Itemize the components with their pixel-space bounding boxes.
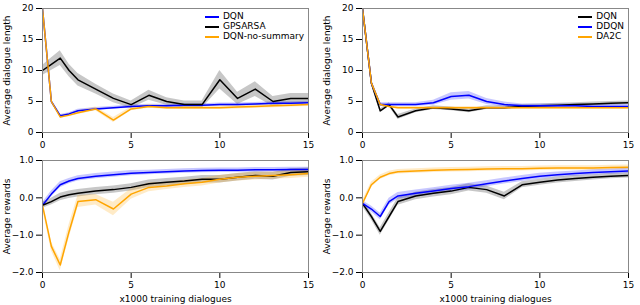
html-text:DQN: DQN (222, 11, 244, 21)
html-text:DDQN: DDQN (596, 21, 624, 31)
svg-text:10: 10 (342, 65, 354, 75)
svg-text:0: 0 (348, 127, 354, 137)
html-text:DQN: DQN (596, 11, 618, 21)
svg-text:Average rewards: Average rewards (2, 178, 12, 254)
html-text:DQN-no-summary: DQN-no-summary (222, 31, 304, 41)
svg-text:15: 15 (623, 140, 634, 150)
svg-text:10: 10 (534, 140, 546, 150)
svg-text:0.0: 0.0 (19, 193, 34, 203)
svg-text:5: 5 (448, 140, 454, 150)
svg-text:0: 0 (40, 140, 46, 150)
svg-text:x1000 training dialogues: x1000 training dialogues (439, 294, 552, 304)
svg-text:Average dialogue length: Average dialogue length (2, 15, 12, 125)
svg-text:5: 5 (128, 280, 134, 290)
svg-text:0.0: 0.0 (339, 193, 354, 203)
svg-text:1.0: 1.0 (339, 155, 354, 165)
svg-text:15: 15 (342, 34, 353, 44)
svg-text:5: 5 (128, 140, 134, 150)
html-text:DA2C: DA2C (596, 31, 622, 41)
svg-text:10: 10 (214, 280, 226, 290)
svg-text:Average dialogue length: Average dialogue length (322, 15, 332, 125)
svg-text:0: 0 (360, 140, 366, 150)
svg-text:15: 15 (22, 34, 33, 44)
svg-text:1.0: 1.0 (19, 155, 34, 165)
svg-text:−1.0: −1.0 (332, 230, 354, 240)
svg-text:10: 10 (214, 140, 226, 150)
svg-text:Average rewards: Average rewards (322, 178, 332, 254)
svg-text:5: 5 (28, 96, 34, 106)
svg-text:5: 5 (448, 280, 454, 290)
svg-text:10: 10 (534, 280, 546, 290)
svg-text:10: 10 (22, 65, 34, 75)
svg-text:−2.0: −2.0 (332, 267, 354, 277)
svg-text:20: 20 (342, 3, 354, 13)
svg-text:20: 20 (22, 3, 34, 13)
svg-text:x1000 training dialogues: x1000 training dialogues (119, 294, 232, 304)
svg-text:15: 15 (623, 280, 634, 290)
svg-text:0: 0 (360, 280, 366, 290)
svg-text:5: 5 (348, 96, 354, 106)
svg-text:−2.0: −2.0 (12, 267, 34, 277)
html-text:GPSARSA: GPSARSA (222, 21, 266, 31)
svg-text:0: 0 (28, 127, 34, 137)
svg-text:0: 0 (40, 280, 46, 290)
svg-text:15: 15 (303, 280, 314, 290)
svg-text:−1.0: −1.0 (12, 230, 34, 240)
svg-text:15: 15 (303, 140, 314, 150)
